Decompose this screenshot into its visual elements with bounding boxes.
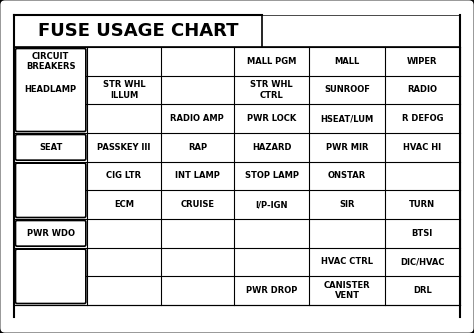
Text: INT LAMP: INT LAMP xyxy=(175,171,220,180)
Text: DRL: DRL xyxy=(413,286,432,295)
Text: WIPER: WIPER xyxy=(407,57,438,66)
FancyBboxPatch shape xyxy=(16,135,86,160)
Text: PWR MIR: PWR MIR xyxy=(326,143,368,152)
Text: HSEAT/LUM: HSEAT/LUM xyxy=(320,114,374,123)
Text: HVAC CTRL: HVAC CTRL xyxy=(321,257,373,266)
Text: MALL: MALL xyxy=(334,57,360,66)
Text: RADIO AMP: RADIO AMP xyxy=(171,114,224,123)
Text: CRUISE: CRUISE xyxy=(180,200,214,209)
Text: CIG LTR: CIG LTR xyxy=(107,171,142,180)
Text: CIRCUIT
BREAKERS: CIRCUIT BREAKERS xyxy=(26,52,75,71)
Text: STR WHL
CTRL: STR WHL CTRL xyxy=(250,80,293,100)
FancyBboxPatch shape xyxy=(16,220,86,246)
Text: DIC/HVAC: DIC/HVAC xyxy=(400,257,445,266)
Text: SEAT: SEAT xyxy=(39,143,63,152)
Text: RAP: RAP xyxy=(188,143,207,152)
Text: HVAC HI: HVAC HI xyxy=(403,143,441,152)
Text: ONSTAR: ONSTAR xyxy=(328,171,366,180)
Text: PWR LOCK: PWR LOCK xyxy=(247,114,296,123)
Text: ECM: ECM xyxy=(114,200,134,209)
Text: TURN: TURN xyxy=(409,200,436,209)
FancyBboxPatch shape xyxy=(16,49,86,132)
Text: HAZARD: HAZARD xyxy=(252,143,292,152)
Text: STR WHL
ILLUM: STR WHL ILLUM xyxy=(103,80,146,100)
FancyBboxPatch shape xyxy=(16,249,86,303)
Text: SUNROOF: SUNROOF xyxy=(324,86,370,95)
Text: CANISTER
VENT: CANISTER VENT xyxy=(324,281,370,300)
Text: SIR: SIR xyxy=(339,200,355,209)
Text: RADIO: RADIO xyxy=(407,86,438,95)
Text: BTSI: BTSI xyxy=(412,229,433,238)
Text: FUSE USAGE CHART: FUSE USAGE CHART xyxy=(37,22,238,40)
Text: PWR DROP: PWR DROP xyxy=(246,286,297,295)
FancyBboxPatch shape xyxy=(16,163,86,217)
Text: PASSKEY III: PASSKEY III xyxy=(97,143,151,152)
Text: I/P-IGN: I/P-IGN xyxy=(255,200,288,209)
Text: STOP LAMP: STOP LAMP xyxy=(245,171,299,180)
Text: R DEFOG: R DEFOG xyxy=(401,114,443,123)
Text: PWR WDO: PWR WDO xyxy=(27,229,75,238)
Text: HEADLAMP: HEADLAMP xyxy=(25,86,77,95)
Text: MALL PGM: MALL PGM xyxy=(247,57,296,66)
